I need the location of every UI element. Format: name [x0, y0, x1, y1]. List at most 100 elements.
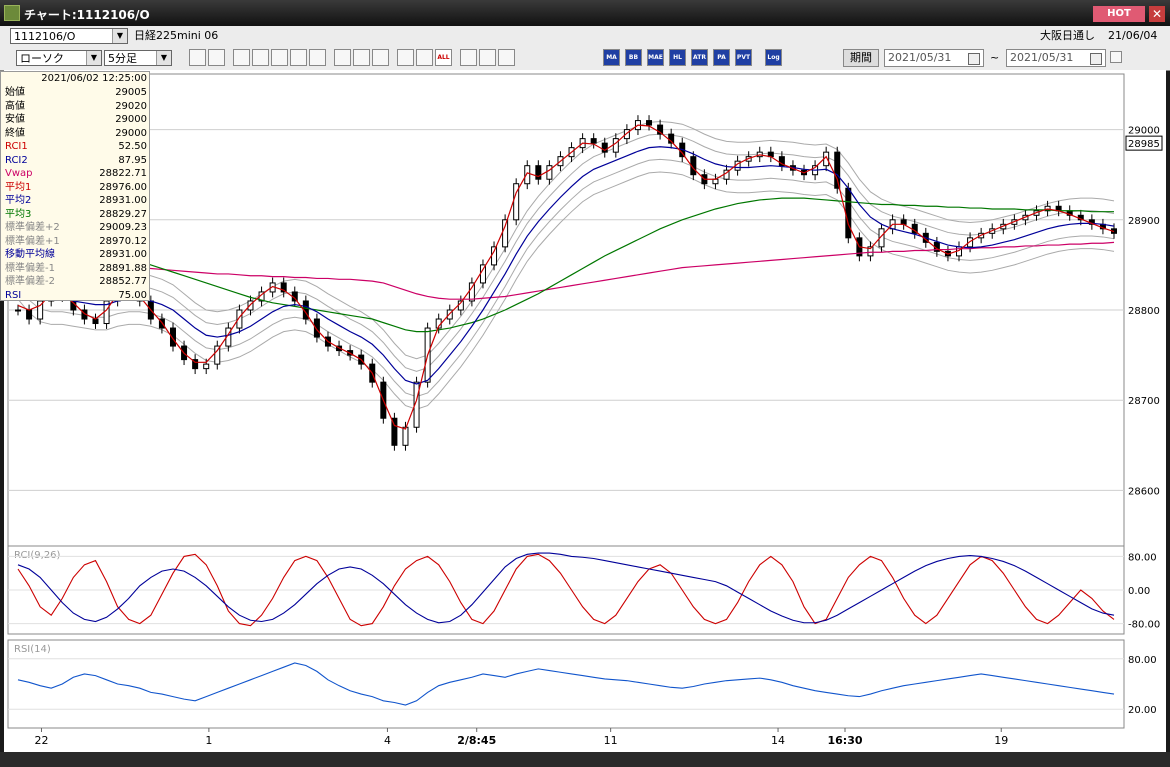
info-value: 28976.00	[99, 181, 147, 193]
pointer-icon[interactable]	[353, 49, 370, 66]
info-label: RCI2	[5, 154, 28, 166]
calendar-icon[interactable]	[968, 53, 980, 65]
info-value: 28822.71	[99, 168, 147, 179]
chart-type-select[interactable]: ローソク ▼	[16, 50, 102, 66]
chart-svg[interactable]: 29000 28900 28800 28700 28600 28985 RCI(9,26) 8…	[4, 70, 1166, 752]
info-label: 標準偏差-2	[5, 276, 55, 287]
bollinger-band-line	[17, 120, 1115, 360]
indicator-pa-button[interactable]: PA	[713, 49, 730, 66]
candle-body	[590, 138, 597, 144]
indicator-pvt-button[interactable]: PVT	[735, 49, 752, 66]
symbol-code: 1112106/O	[14, 30, 76, 43]
chevron-down-icon[interactable]: ▼	[112, 29, 127, 43]
period-button[interactable]: 期間	[843, 49, 879, 67]
indicator-atr-button[interactable]: ATR	[691, 49, 708, 66]
scroll-bar[interactable]	[0, 752, 1170, 767]
volume-icon[interactable]	[252, 49, 269, 66]
line-chart-icon[interactable]	[271, 49, 288, 66]
info-timestamp: 2021/06/02 12:25:00	[41, 73, 147, 84]
settings-icon[interactable]	[460, 49, 477, 66]
price-tick-label: 28800	[1128, 306, 1160, 317]
zoom-icon[interactable]	[189, 49, 206, 66]
candle-body	[26, 309, 33, 320]
redo-icon[interactable]	[372, 49, 389, 66]
price-tick-label: 28600	[1128, 486, 1160, 497]
symbol-select[interactable]: 1112106/O ▼	[10, 28, 128, 44]
info-row: 終値 29000	[5, 127, 147, 141]
chevron-down-icon[interactable]: ▼	[86, 51, 101, 65]
info-value: 29009.23	[99, 222, 147, 233]
interval-value: 5分足	[108, 52, 137, 65]
range-separator: ~	[990, 51, 1000, 64]
candle-body	[402, 426, 409, 446]
interval-select[interactable]: 5分足 ▼	[104, 50, 172, 66]
indicator-ma-button[interactable]: MA	[603, 49, 620, 66]
info-label: 平均3	[5, 208, 32, 220]
rci-tick-label: 80.00	[1128, 552, 1157, 563]
checkbox[interactable]	[1110, 51, 1122, 63]
candle-body	[535, 165, 542, 180]
info-label: 標準偏差+1	[5, 235, 60, 247]
from-date-field[interactable]: 2021/05/31	[884, 49, 984, 67]
rsi-panel-frame	[7, 639, 1125, 729]
info-value: 87.95	[118, 154, 147, 166]
price-tick-label: 28900	[1128, 216, 1160, 227]
candle-body	[778, 156, 785, 167]
bollinger-band-line	[17, 158, 1115, 398]
sub-window-icon[interactable]	[397, 49, 414, 66]
info-row: 安値 29000	[5, 113, 147, 127]
info-row: 移動平均線 28931.00	[5, 248, 147, 262]
candle-body	[203, 363, 210, 370]
info-row: 高値 29020	[5, 100, 147, 114]
close-icon[interactable]: ✕	[1149, 6, 1165, 22]
wrench-icon[interactable]	[479, 49, 496, 66]
indicator-log-button[interactable]: Log	[765, 49, 782, 66]
indicator-bb-button[interactable]: BB	[625, 49, 642, 66]
info-row: 標準偏差-2 28852.77	[5, 275, 147, 289]
rsi-panel-label: RSI(14)	[14, 644, 51, 655]
series-line	[17, 241, 1115, 300]
rci-tick-label: -80.00	[1128, 620, 1160, 631]
gray-icon[interactable]	[309, 49, 326, 66]
candle-body	[612, 138, 619, 153]
info-panel: 2021/06/02 12:25:00 始値 29005 高値 29020 安値 2900…	[0, 71, 150, 301]
symbol-row: 1112106/O ▼ 日経225mini 06 大阪日通し 21/06/04	[0, 26, 1170, 47]
chevron-down-icon[interactable]: ▼	[156, 51, 171, 65]
candle-body	[391, 417, 398, 446]
buy-sell-icon[interactable]	[233, 49, 250, 66]
candle-body	[236, 309, 243, 329]
to-date-field[interactable]: 2021/05/31	[1006, 49, 1106, 67]
chart-area[interactable]: 29000 28900 28800 28700 28600 28985 RCI(9,26) 8…	[4, 70, 1166, 752]
indicator-hl-button[interactable]: HL	[669, 49, 686, 66]
info-label: RCI1	[5, 141, 28, 152]
x-tick-label: 4	[384, 734, 391, 747]
series-line	[17, 197, 1114, 333]
calendar-icon[interactable]	[1090, 53, 1102, 65]
draw-line-icon[interactable]	[334, 49, 351, 66]
info-row: 標準偏差+1 28970.12	[5, 235, 147, 249]
cursor-line-icon[interactable]	[208, 49, 225, 66]
info-value: 52.50	[118, 141, 147, 152]
candle-body	[712, 178, 719, 185]
rci-line	[17, 553, 1115, 627]
info-row: 平均1 28976.00	[5, 181, 147, 195]
indicator-mae-button[interactable]: MAE	[647, 49, 664, 66]
info-label: 高値	[5, 100, 25, 112]
info-label: 平均1	[5, 181, 32, 193]
all-icon[interactable]: ALL	[435, 49, 452, 66]
tool-row: ローソク ▼ 5分足 ▼ 期間 2021/05/31 ~ 2021/05/31 …	[0, 46, 1170, 71]
info-label: 標準偏差+2	[5, 222, 60, 233]
color-icon[interactable]	[498, 49, 515, 66]
chart-type-value: ローソク	[20, 52, 64, 65]
sub-window-plus-icon[interactable]	[416, 49, 433, 66]
x-tick-label: 1	[205, 734, 212, 747]
candle-body	[867, 246, 874, 257]
info-row: RCI2 87.95	[5, 154, 147, 168]
heikin-icon[interactable]	[290, 49, 307, 66]
info-row: RSI 75.00	[5, 289, 147, 303]
hot-button[interactable]: HOT	[1093, 6, 1145, 22]
candle-body	[657, 124, 664, 135]
info-label: RSI	[5, 289, 22, 301]
info-value: 29005	[115, 87, 147, 98]
symbol-name: 日経225mini 06	[134, 29, 219, 42]
